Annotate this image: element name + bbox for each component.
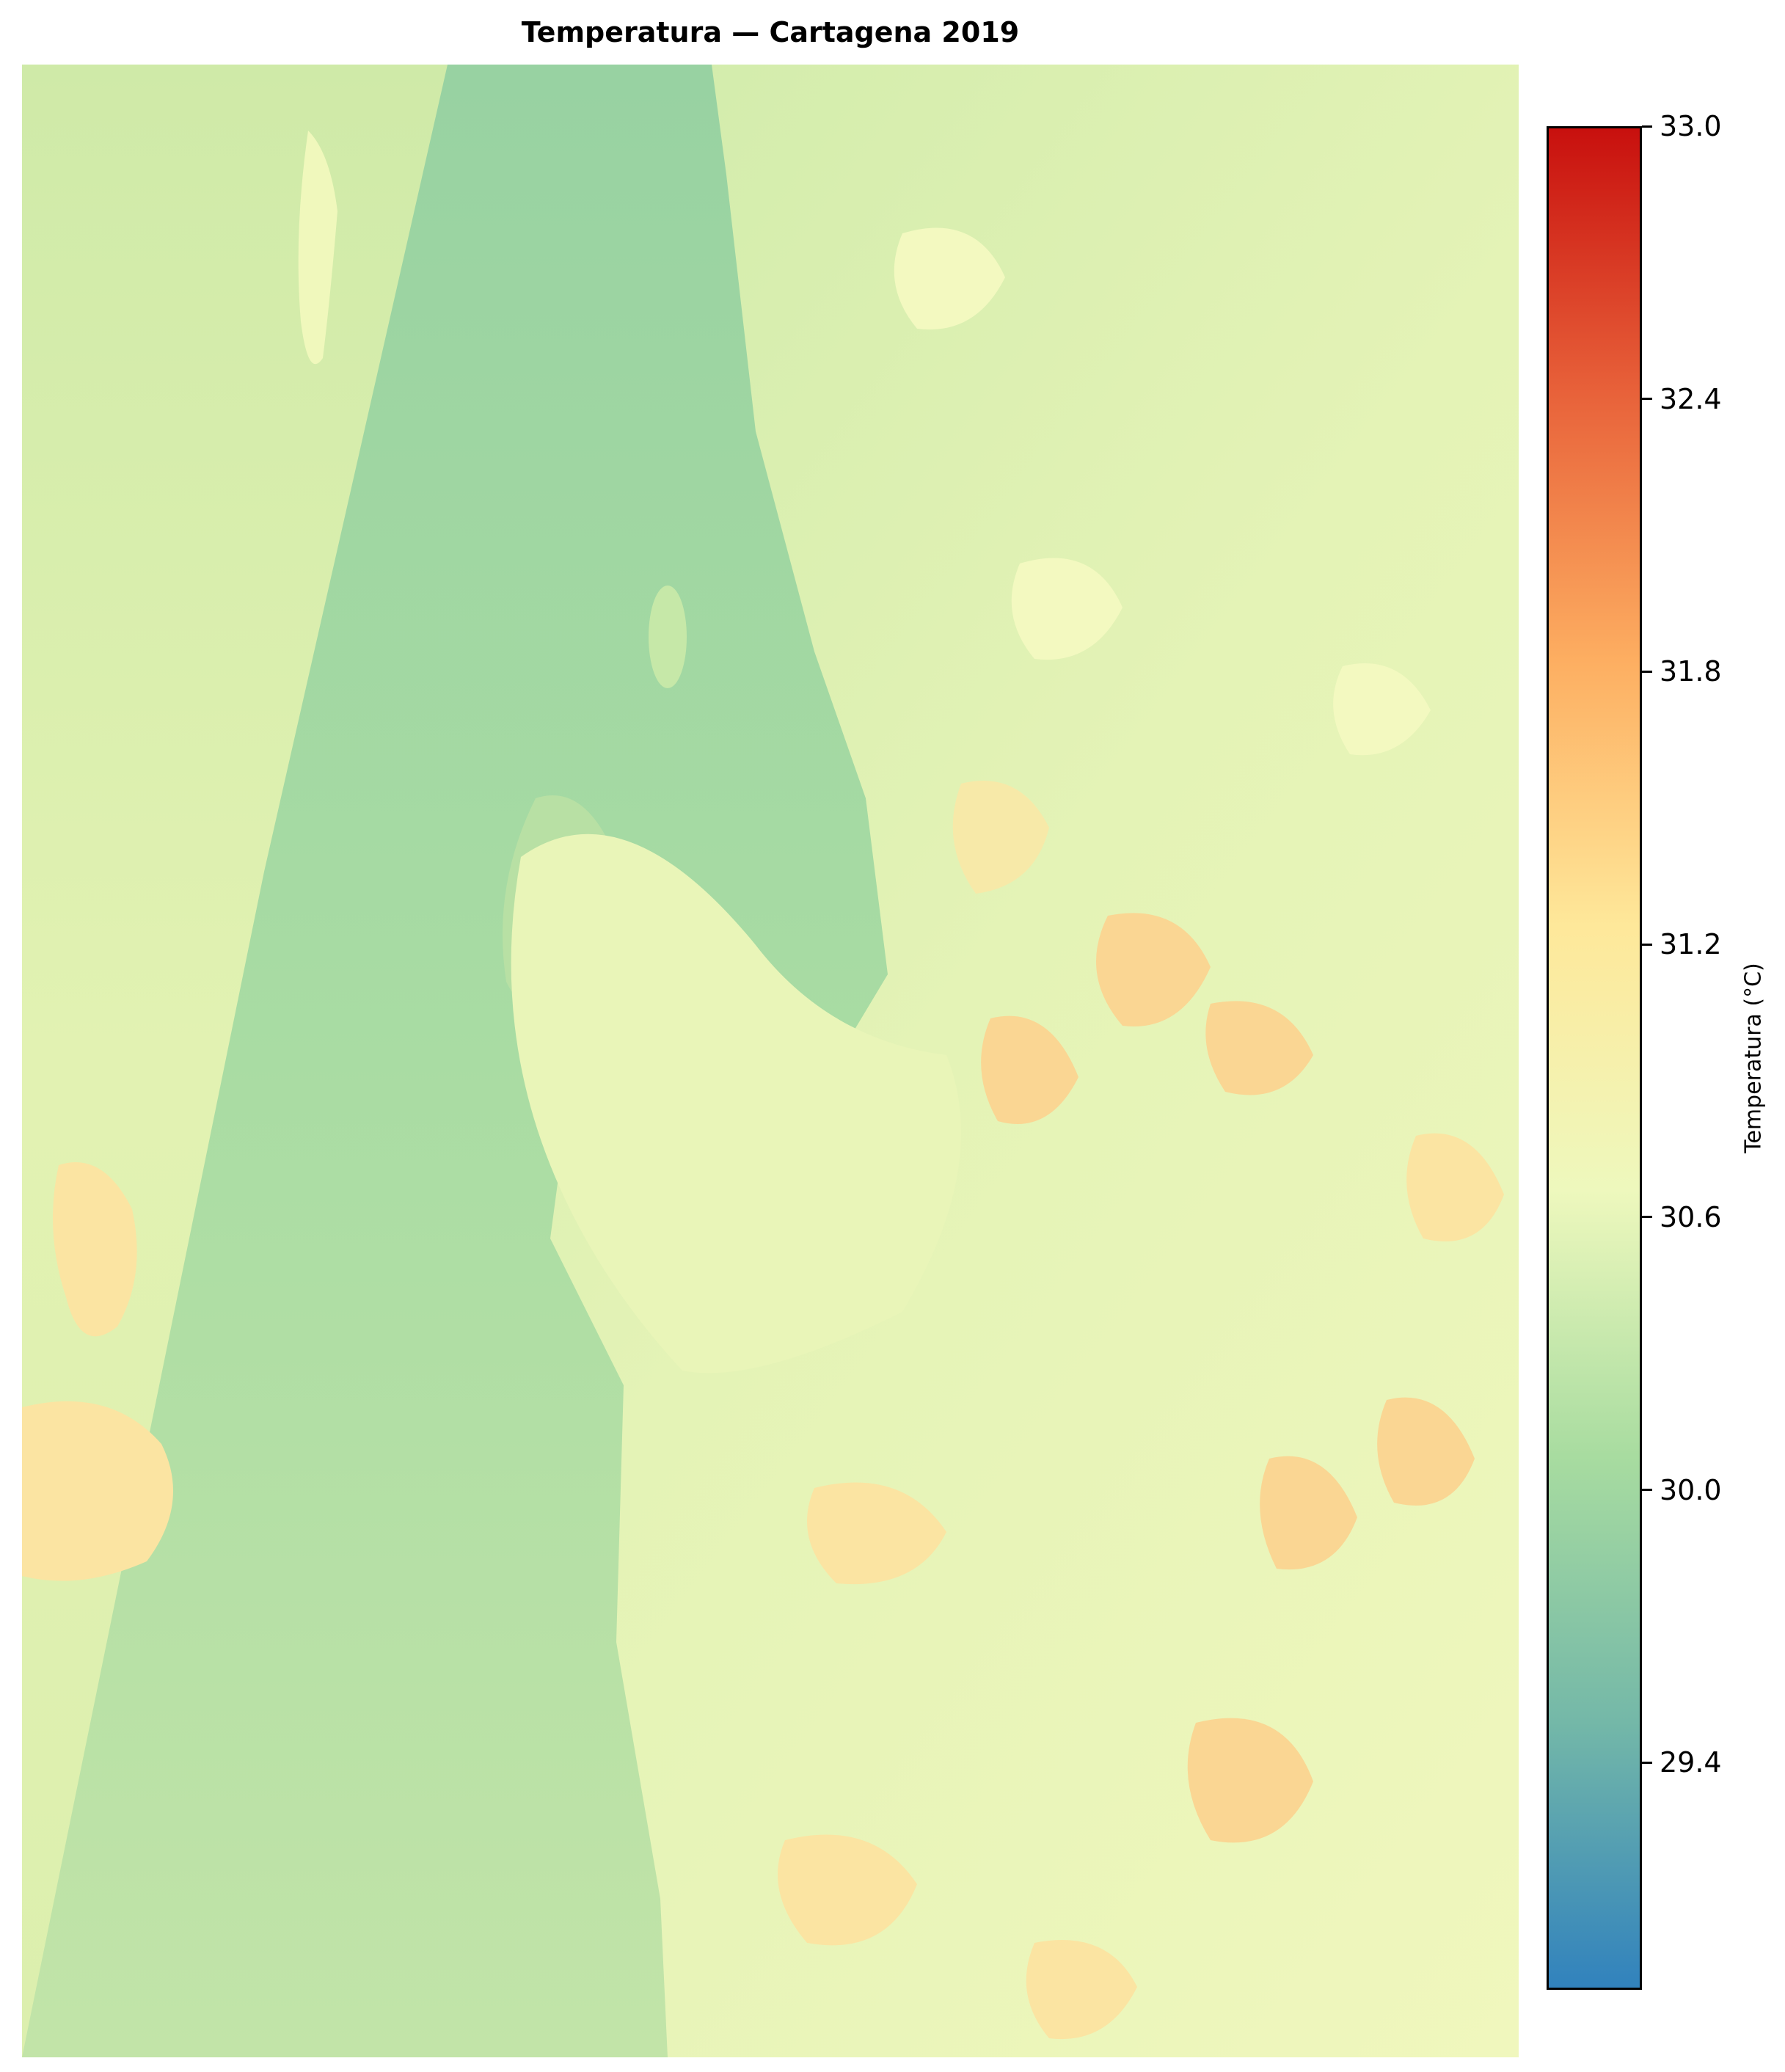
pale-patch — [1333, 663, 1431, 756]
warm-patch — [778, 1834, 917, 1946]
warm-patch-left — [53, 1162, 137, 1337]
warm-patch-left — [22, 1401, 173, 1581]
colorbar-tick-label: 33.0 — [1660, 110, 1722, 142]
city-area — [511, 833, 961, 1374]
hot-patch — [1260, 1456, 1357, 1570]
colorbar-tick-label: 31.8 — [1660, 655, 1722, 688]
warm-patch — [1406, 1133, 1504, 1241]
pale-patch — [1011, 558, 1123, 660]
chart-title: Temperatura — Cartagena 2019 — [521, 16, 1020, 48]
colorbar-tick-mark — [1642, 125, 1652, 128]
island — [649, 586, 687, 688]
hot-patch — [981, 1015, 1078, 1124]
colorbar — [1547, 126, 1642, 1990]
colorbar-tick-label: 32.4 — [1660, 382, 1722, 415]
colorbar-tick-label: 30.0 — [1660, 1473, 1722, 1506]
hot-patch — [1377, 1397, 1475, 1506]
temperature-map — [22, 65, 1519, 2057]
pale-patch — [894, 227, 1005, 330]
colorbar-label: Temperatura (°C) — [1740, 963, 1767, 1153]
pale-patch — [298, 131, 337, 365]
sea-area — [22, 65, 888, 2057]
hot-patch — [1096, 913, 1211, 1026]
colorbar-tick-label: 29.4 — [1660, 1746, 1722, 1779]
colorbar-tick-mark — [1642, 1761, 1652, 1764]
hot-patch — [1187, 1718, 1313, 1843]
colorbar-tick-mark — [1642, 943, 1652, 946]
warm-patch — [807, 1482, 946, 1585]
colorbar-tick-mark — [1642, 1216, 1652, 1219]
hot-patch — [1205, 1001, 1313, 1095]
colorbar-tick-mark — [1642, 1489, 1652, 1492]
colorbar-tick-label: 31.2 — [1660, 928, 1722, 961]
warm-patch — [952, 781, 1049, 894]
colorbar-tick-label: 30.6 — [1660, 1200, 1722, 1233]
colorbar-tick-mark — [1642, 670, 1652, 673]
colorbar-tick-mark — [1642, 398, 1652, 401]
warm-patch — [1026, 1940, 1137, 2040]
